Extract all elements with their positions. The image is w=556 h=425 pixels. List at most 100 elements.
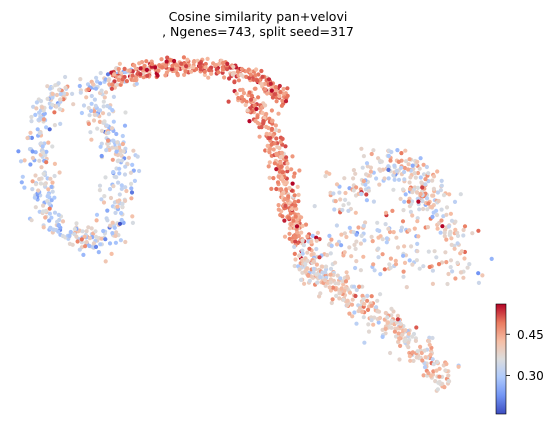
scatter-point: [353, 210, 358, 215]
scatter-point: [247, 75, 252, 81]
colorbar-tick-label: 0.45: [517, 328, 544, 342]
scatter-point: [400, 332, 405, 337]
scatter-point: [42, 182, 47, 187]
scatter-point: [283, 144, 288, 149]
scatter-point: [315, 280, 320, 285]
scatter-point: [259, 125, 264, 130]
scatter-point: [476, 228, 481, 233]
scatter-point: [273, 127, 279, 133]
scatter-point: [84, 240, 89, 245]
scatter-point: [417, 207, 422, 212]
scatter-point: [92, 109, 97, 114]
scatter-point: [334, 223, 339, 228]
scatter-point: [360, 284, 365, 289]
scatter-point: [98, 70, 103, 76]
scatter-point: [282, 218, 287, 223]
scatter-point: [267, 135, 273, 140]
scatter-point: [276, 203, 281, 208]
scatter-point: [351, 176, 356, 181]
scatter-point: [415, 219, 420, 224]
scatter-point: [93, 229, 98, 234]
scatter-point: [170, 63, 175, 68]
scatter-point: [52, 110, 57, 115]
scatter-point: [86, 225, 91, 230]
scatter-point: [362, 238, 367, 243]
scatter-point: [247, 90, 252, 95]
scatter-point: [273, 88, 279, 93]
scatter-point: [206, 75, 211, 80]
scatter-point: [120, 133, 125, 139]
scatter-point: [439, 218, 444, 223]
scatter-point: [352, 242, 357, 247]
scatter-point: [292, 251, 297, 256]
scatter-point: [236, 95, 241, 101]
scatter-point: [442, 234, 447, 239]
scatter-point: [399, 165, 404, 170]
scatter-point: [347, 225, 352, 230]
scatter-point: [378, 272, 383, 277]
scatter-point: [268, 81, 273, 86]
scatter-point: [278, 154, 283, 160]
scatter-point: [360, 165, 365, 170]
scatter-point: [423, 355, 428, 360]
scatter-point: [425, 225, 430, 230]
scatter-point: [356, 308, 361, 314]
scatter-point: [343, 279, 349, 284]
scatter-point: [428, 373, 433, 378]
scatter-point: [409, 244, 414, 249]
scatter-point: [364, 192, 369, 197]
scatter-point: [245, 108, 250, 113]
scatter-point: [111, 184, 116, 189]
scatter-point: [40, 150, 46, 155]
scatter-point: [47, 201, 52, 206]
scatter-point: [351, 188, 356, 193]
scatter-point: [395, 148, 400, 153]
scatter-point: [293, 203, 298, 208]
scatter-point: [341, 253, 346, 258]
scatter-point: [106, 78, 111, 83]
scatter-point: [93, 103, 98, 108]
scatter-point: [107, 241, 113, 246]
scatter-point: [393, 258, 398, 263]
scatter-point: [406, 199, 411, 204]
scatter-point: [303, 222, 309, 227]
scatter-point: [489, 256, 494, 261]
scatter-point: [267, 147, 273, 152]
scatter-point: [241, 97, 247, 103]
scatter-point: [47, 218, 52, 223]
scatter-point: [407, 228, 412, 233]
scatter-point: [48, 225, 53, 230]
scatter-point: [418, 156, 423, 161]
scatter-point: [70, 91, 75, 96]
scatter-point: [131, 168, 136, 173]
scatter-point: [431, 186, 436, 191]
scatter-point: [33, 112, 38, 117]
scatter-point: [286, 194, 291, 199]
scatter-point: [133, 66, 139, 71]
scatter-point: [403, 328, 408, 333]
scatter-point: [423, 177, 428, 182]
scatter-point: [270, 95, 275, 100]
scatter-point: [37, 131, 42, 136]
scatter-point: [447, 231, 452, 236]
scatter-point: [318, 275, 323, 280]
scatter-point: [392, 329, 397, 334]
scatter-point: [225, 61, 230, 66]
scatter-point: [191, 60, 196, 65]
scatter-point: [172, 58, 177, 64]
scatter-point: [222, 75, 227, 80]
scatter-point: [97, 188, 102, 193]
scatter-point: [294, 230, 300, 235]
scatter-point: [334, 242, 340, 247]
scatter-point: [91, 241, 96, 246]
scatter-point: [267, 175, 272, 180]
scatter-point: [378, 168, 383, 173]
scatter-point: [267, 150, 272, 155]
scatter-point: [423, 182, 428, 187]
scatter-point: [323, 174, 328, 179]
scatter-point: [109, 86, 114, 91]
scatter-point: [135, 154, 140, 159]
scatter-point: [130, 73, 135, 78]
scatter-point: [94, 218, 99, 223]
scatter-point: [446, 224, 452, 229]
